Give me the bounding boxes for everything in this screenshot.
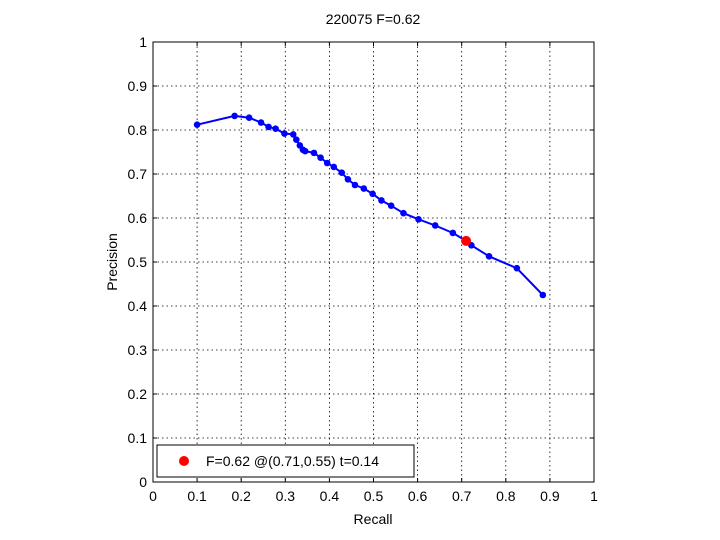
grid-lines	[153, 42, 594, 482]
pr-curve-point	[323, 159, 331, 167]
y-tick-label: 1	[139, 34, 147, 50]
best-f-layer	[461, 235, 472, 246]
y-tick-label: 0.6	[128, 210, 148, 226]
y-tick-label: 0.8	[128, 122, 148, 138]
x-tick-label: 0.9	[540, 488, 560, 504]
x-tick-label: 0.8	[496, 488, 516, 504]
pr-curve-point	[513, 264, 521, 272]
y-tick-label: 0.5	[128, 254, 148, 270]
pr-curve-point	[317, 154, 324, 162]
x-tick-label: 1	[590, 488, 598, 504]
pr-curve-point	[344, 175, 352, 183]
x-tick-labels: 0 0.1 0.2 0.3 0.4 0.5 0.6 0.7 0.8 0.9 1	[149, 488, 598, 504]
x-tick-label: 0.1	[187, 488, 207, 504]
pr-curve-point	[415, 216, 422, 223]
x-tick-label: 0.5	[364, 488, 384, 504]
y-tick-label: 0	[139, 474, 147, 490]
pr-curve-point	[310, 149, 318, 157]
x-tick-label: 0.3	[276, 488, 296, 504]
x-tick-label: 0.7	[452, 488, 472, 504]
pr-curve-point	[301, 147, 309, 155]
y-tick-label: 0.2	[128, 386, 148, 402]
y-axis-label: Precision	[104, 233, 120, 291]
x-tick-label: 0	[149, 488, 157, 504]
pr-curve-point	[193, 121, 201, 129]
pr-curve-point	[245, 114, 253, 121]
pr-curve-point	[281, 130, 288, 137]
axis-ticks	[152, 41, 595, 483]
pr-curve-point	[289, 131, 297, 138]
y-tick-label: 0.9	[128, 78, 148, 94]
pr-curve-point	[265, 123, 272, 131]
pr-curve-point	[231, 112, 238, 120]
y-tick-label: 0.3	[128, 342, 148, 358]
x-axis-label: Recall	[354, 511, 393, 527]
pr-curve-point	[400, 209, 407, 217]
y-tick-label: 0.7	[128, 166, 148, 182]
legend-marker	[179, 456, 189, 466]
y-tick-labels: 0 0.1 0.2 0.3 0.4 0.5 0.6 0.7 0.8 0.9 1	[128, 34, 148, 490]
pr-curve-point	[449, 229, 457, 237]
y-tick-label: 0.1	[128, 430, 148, 446]
pr-curve-point	[539, 291, 547, 299]
x-tick-label: 0.4	[320, 488, 340, 504]
legend: F=0.62 @(0.71,0.55) t=0.14	[156, 444, 415, 478]
x-tick-label: 0.6	[408, 488, 428, 504]
pr-curve-point	[257, 119, 265, 126]
chart-title: 220075 F=0.62	[326, 11, 421, 27]
y-tick-label: 0.4	[128, 298, 148, 314]
x-tick-label: 0.2	[231, 488, 251, 504]
legend-box	[156, 444, 415, 478]
pr-curve-point	[360, 185, 368, 192]
pr-curve-point	[369, 190, 376, 198]
pr-curve-point	[351, 181, 359, 189]
pr-curve-point	[485, 252, 493, 260]
pr-curve-point	[378, 197, 385, 204]
legend-entry-label: F=0.62 @(0.71,0.55) t=0.14	[206, 453, 379, 469]
best-f-point	[461, 235, 472, 246]
pr-curve-point	[272, 125, 279, 132]
pr-curve-point	[338, 169, 346, 176]
pr-curve-point	[330, 163, 338, 171]
pr-curve-point	[431, 222, 439, 229]
pr-curve-point	[293, 136, 300, 143]
pr-curve-point	[387, 202, 395, 209]
